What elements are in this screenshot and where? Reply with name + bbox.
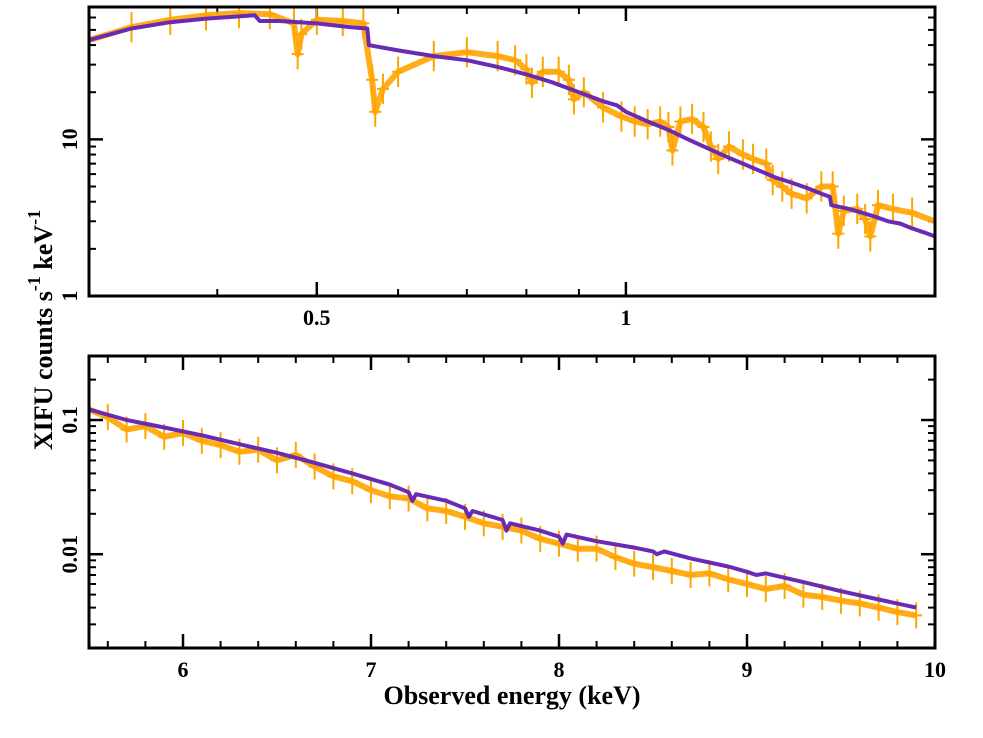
- top-tick-labels: 0.5 1 1 10: [57, 128, 631, 330]
- bottom-axis-ticks: [89, 356, 935, 648]
- bottom-panel-frame: [87, 354, 937, 650]
- bottom-x-tick-label: 10: [924, 657, 946, 682]
- top-x-tick-label: 0.5: [303, 305, 331, 330]
- bottom-tick-labels: 6 7 8 9 10 0.01 0.1: [57, 406, 946, 682]
- top-data-series: [89, 10, 935, 240]
- top-panel: 0.5 1 1 10: [57, 5, 937, 330]
- top-y-tick-label: 10: [57, 128, 82, 150]
- top-x-tick-label: 1: [620, 305, 631, 330]
- top-axis-ticks: [89, 7, 935, 298]
- bottom-x-tick-label: 8: [554, 657, 565, 682]
- bottom-y-tick-label: 0.1: [57, 406, 82, 434]
- top-y-tick-label: 1: [57, 291, 82, 302]
- bottom-x-tick-label: 7: [366, 657, 377, 682]
- bottom-plot-area: [89, 396, 923, 629]
- bottom-x-tick-label: 9: [742, 657, 753, 682]
- y-axis-title: XIFU counts s-1 keV-1: [24, 210, 58, 450]
- bottom-x-tick-label: 6: [178, 657, 189, 682]
- y-axis-title-sup1: -1: [24, 276, 44, 291]
- bottom-model-line: [89, 407, 917, 610]
- bottom-y-tick-label: 0.01: [57, 535, 82, 574]
- bottom-data-series: [89, 406, 917, 619]
- y-axis-title-main: XIFU counts s: [29, 291, 58, 450]
- top-plot-area: [89, 7, 935, 252]
- y-axis-title-sup2: -1: [24, 210, 44, 225]
- x-axis-title: Observed energy (keV): [383, 681, 640, 710]
- top-model-line: [89, 13, 935, 239]
- y-axis-title-mid: keV: [29, 225, 58, 277]
- top-panel-frame: [87, 5, 937, 298]
- bottom-panel: 6 7 8 9 10 0.01 0.1: [57, 354, 946, 682]
